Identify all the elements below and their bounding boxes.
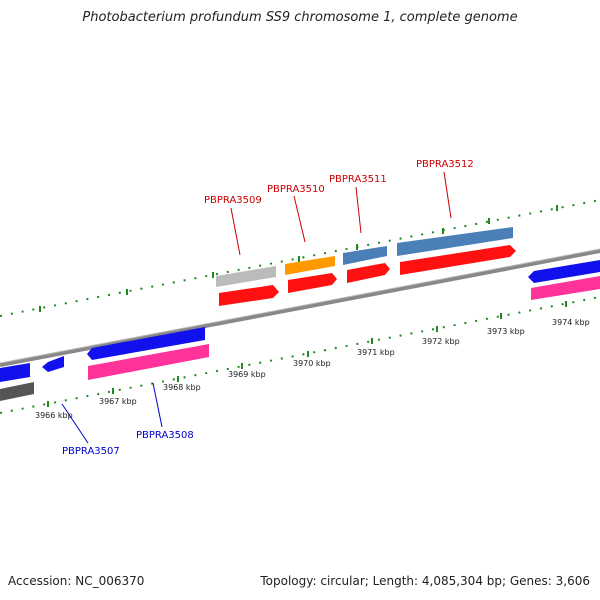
gene-PBPRA3509-cds[interactable] <box>219 285 279 306</box>
upper-major-ticks <box>39 205 558 312</box>
gene-right-cds-pink[interactable] <box>531 276 600 300</box>
scale-label-3968: 3968 kbp <box>163 383 201 392</box>
scale-label-3970: 3970 kbp <box>293 359 331 368</box>
scale-label-3967: 3967 kbp <box>99 397 137 406</box>
scale-label-3969: 3969 kbp <box>228 370 266 379</box>
scale-label-3971: 3971 kbp <box>357 348 395 357</box>
gene-PBPRA3510-cds[interactable] <box>288 273 337 293</box>
gene-PBPRA3507-cds[interactable] <box>42 356 64 372</box>
leader-PBPRA3508 <box>152 382 163 428</box>
label-PBPRA3508[interactable]: PBPRA3508 <box>136 430 194 441</box>
leader-PBPRA3512 <box>443 171 452 219</box>
label-PBPRA3510[interactable]: PBPRA3510 <box>267 184 325 195</box>
genome-backbone-highlight <box>0 248 600 364</box>
scale-label-3972: 3972 kbp <box>422 337 460 346</box>
genome-backbone <box>0 249 600 367</box>
gene-PBPRA3508-cds[interactable] <box>87 327 205 360</box>
gene-left-cds-blue[interactable] <box>0 363 30 382</box>
gene-PBPRA3511-feature[interactable] <box>343 246 387 265</box>
label-PBPRA3512[interactable]: PBPRA3512 <box>416 159 474 170</box>
leader-PBPRA3510 <box>293 195 306 243</box>
label-PBPRA3507[interactable]: PBPRA3507 <box>62 446 120 457</box>
gene-PBPRA3512-cds[interactable] <box>400 245 516 275</box>
lower-major-ticks <box>47 301 567 407</box>
scale-label-3974: 3974 kbp <box>552 318 590 327</box>
gene-PBPRA3511-cds[interactable] <box>347 263 390 283</box>
label-PBPRA3509[interactable]: PBPRA3509 <box>204 195 262 206</box>
leader-PBPRA3511 <box>355 186 362 234</box>
gene-PBPRA3509-feature[interactable] <box>216 266 276 287</box>
leader-PBPRA3507 <box>61 403 89 444</box>
gene-PBPRA3508-feature[interactable] <box>88 344 209 380</box>
gene-left-feature-gray[interactable] <box>0 382 34 401</box>
gene-right-cds-blue[interactable] <box>528 260 600 283</box>
label-leaders <box>61 171 452 444</box>
reverse-features <box>0 327 209 401</box>
scale-label-3973: 3973 kbp <box>487 327 525 336</box>
forward-features <box>216 227 600 306</box>
accession-text: Accession: NC_006370 <box>8 574 145 588</box>
leader-PBPRA3509 <box>230 207 241 256</box>
map-title: Photobacterium profundum SS9 chromosome … <box>82 10 518 25</box>
scale-label-3966: 3966 kbp <box>35 411 73 420</box>
label-PBPRA3511[interactable]: PBPRA3511 <box>329 174 387 185</box>
gene-PBPRA3512-feature[interactable] <box>397 227 513 256</box>
genome-summary-text: Topology: circular; Length: 4,085,304 bp… <box>260 574 590 588</box>
gene-PBPRA3510-feature[interactable] <box>285 256 335 275</box>
